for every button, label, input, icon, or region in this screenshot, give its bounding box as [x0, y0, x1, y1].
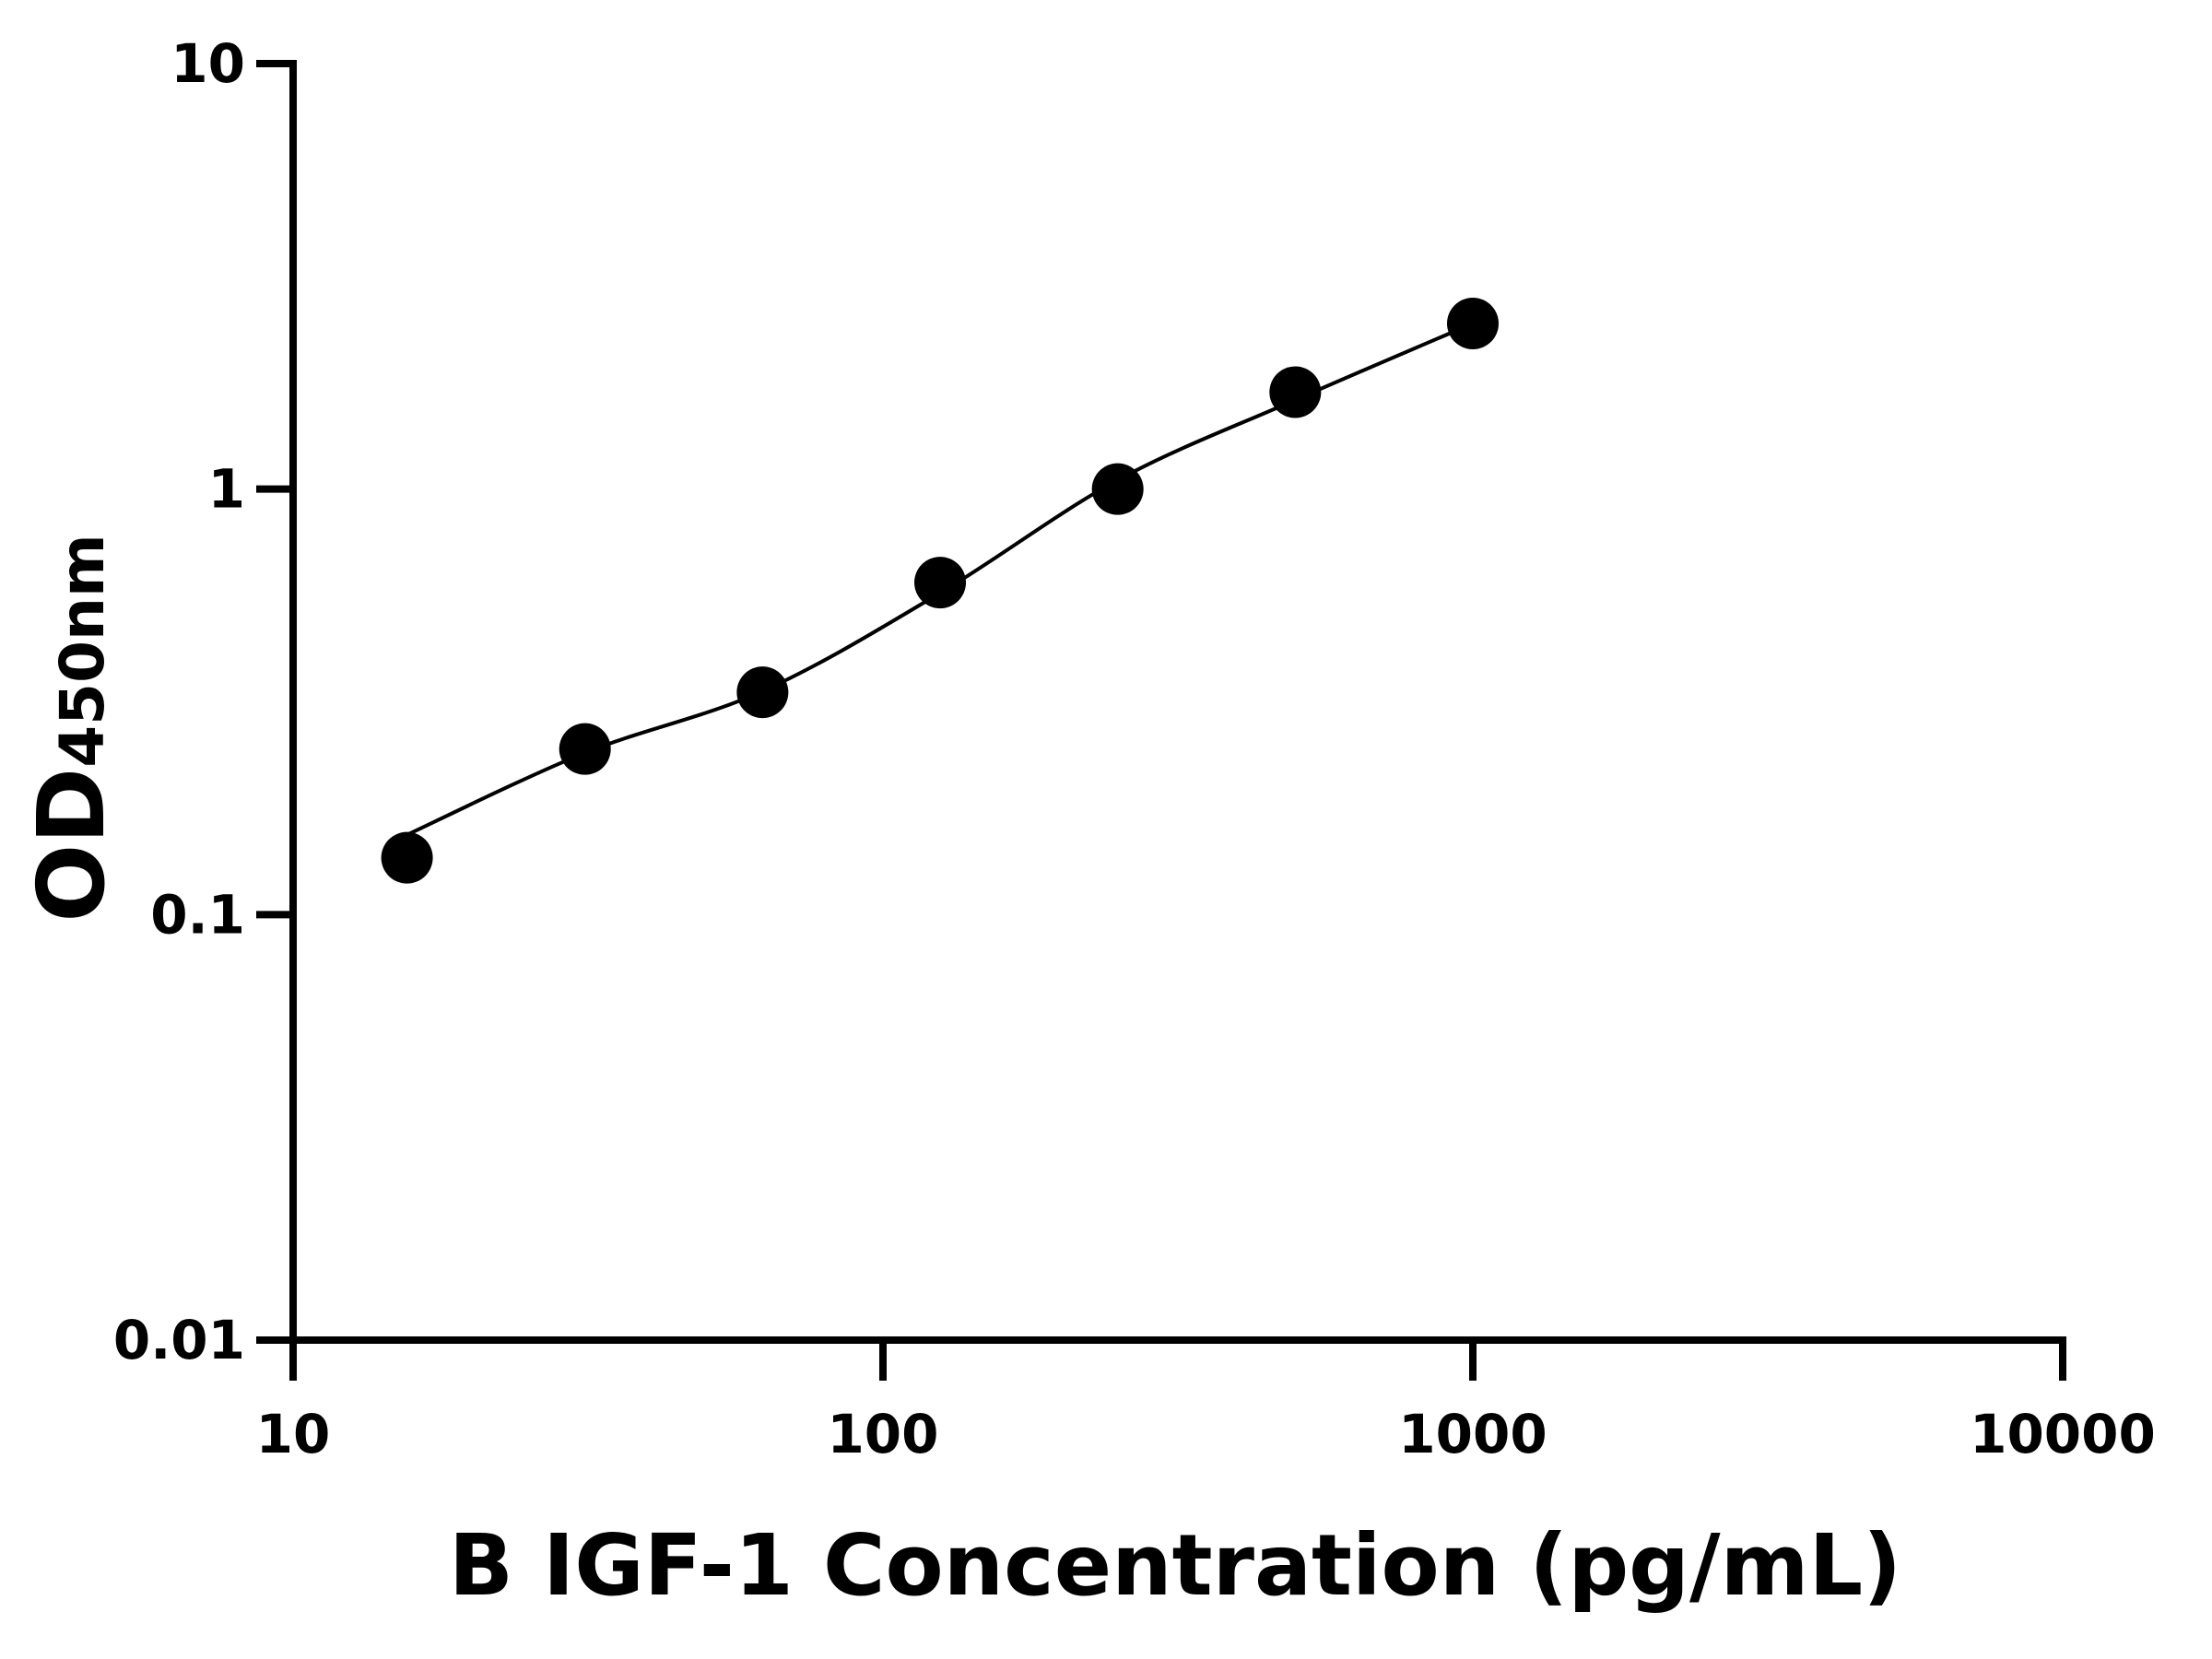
- x-tick-label: 1000: [1398, 1403, 1547, 1465]
- x-tick-label: 100: [827, 1403, 938, 1465]
- x-tick-label: 10: [256, 1403, 331, 1465]
- data-point: [381, 831, 433, 884]
- y-tick-label: 0.1: [150, 883, 245, 946]
- y-tick-label: 1: [208, 458, 245, 521]
- data-point: [914, 557, 967, 609]
- y-axis-label-main: OD: [18, 768, 125, 923]
- x-tick-label: 10000: [1970, 1403, 2156, 1465]
- y-axis-label: OD450nm: [18, 534, 125, 923]
- data-point: [1447, 298, 1499, 350]
- x-axis-label: B IGF-1 Concentration (pg/mL): [449, 1516, 1901, 1615]
- data-point: [1091, 463, 1144, 515]
- y-tick-label: 0.01: [113, 1309, 245, 1371]
- data-point: [736, 666, 789, 719]
- data-point: [559, 723, 611, 775]
- data-point: [1269, 366, 1322, 418]
- y-tick-label: 10: [171, 32, 245, 95]
- y-axis-label-subscript: 450nm: [47, 534, 118, 768]
